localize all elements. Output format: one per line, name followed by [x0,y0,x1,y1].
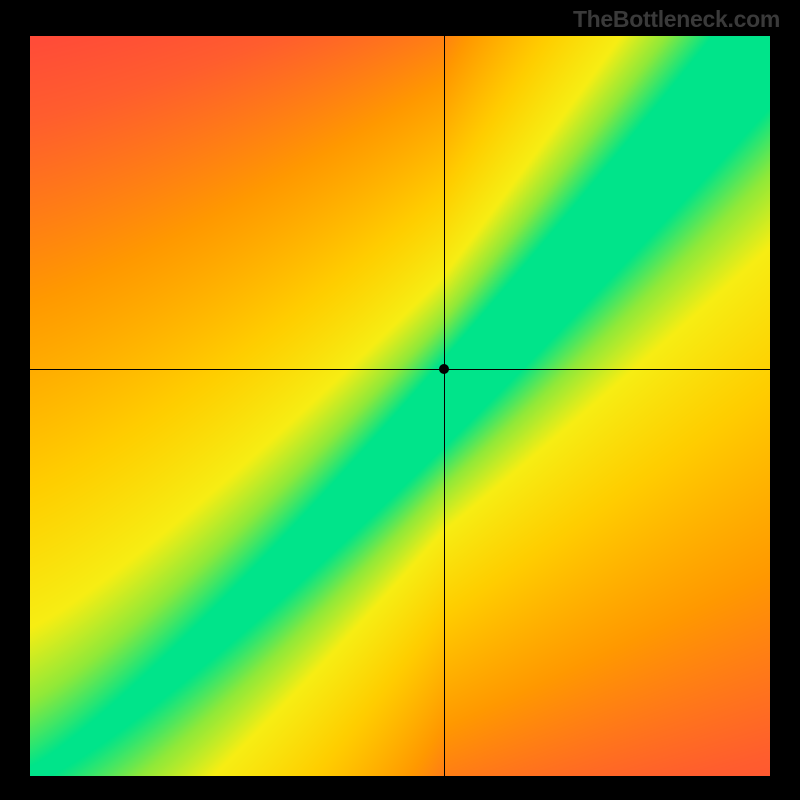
selection-marker [439,364,449,374]
heatmap-canvas [30,36,770,776]
crosshair-horizontal [30,369,770,370]
watermark-text: TheBottleneck.com [573,6,780,33]
crosshair-vertical [444,36,445,776]
bottleneck-heatmap [30,36,770,776]
